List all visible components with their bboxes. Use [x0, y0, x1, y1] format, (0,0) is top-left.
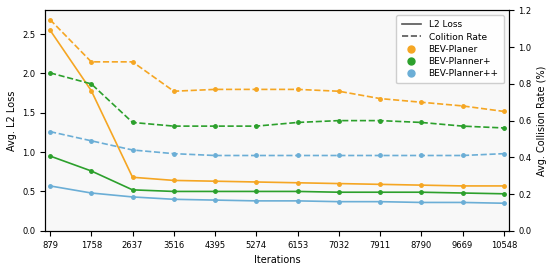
Y-axis label: Avg. L2 Loss: Avg. L2 Loss [7, 90, 17, 151]
Y-axis label: Avg. Collision Rate (%): Avg. Collision Rate (%) [537, 66, 547, 176]
X-axis label: Iterations: Iterations [254, 255, 300, 265]
Legend: L2 Loss, Colition Rate, BEV-Planer, BEV-Planner+, BEV-Planner++: L2 Loss, Colition Rate, BEV-Planer, BEV-… [396, 15, 504, 84]
